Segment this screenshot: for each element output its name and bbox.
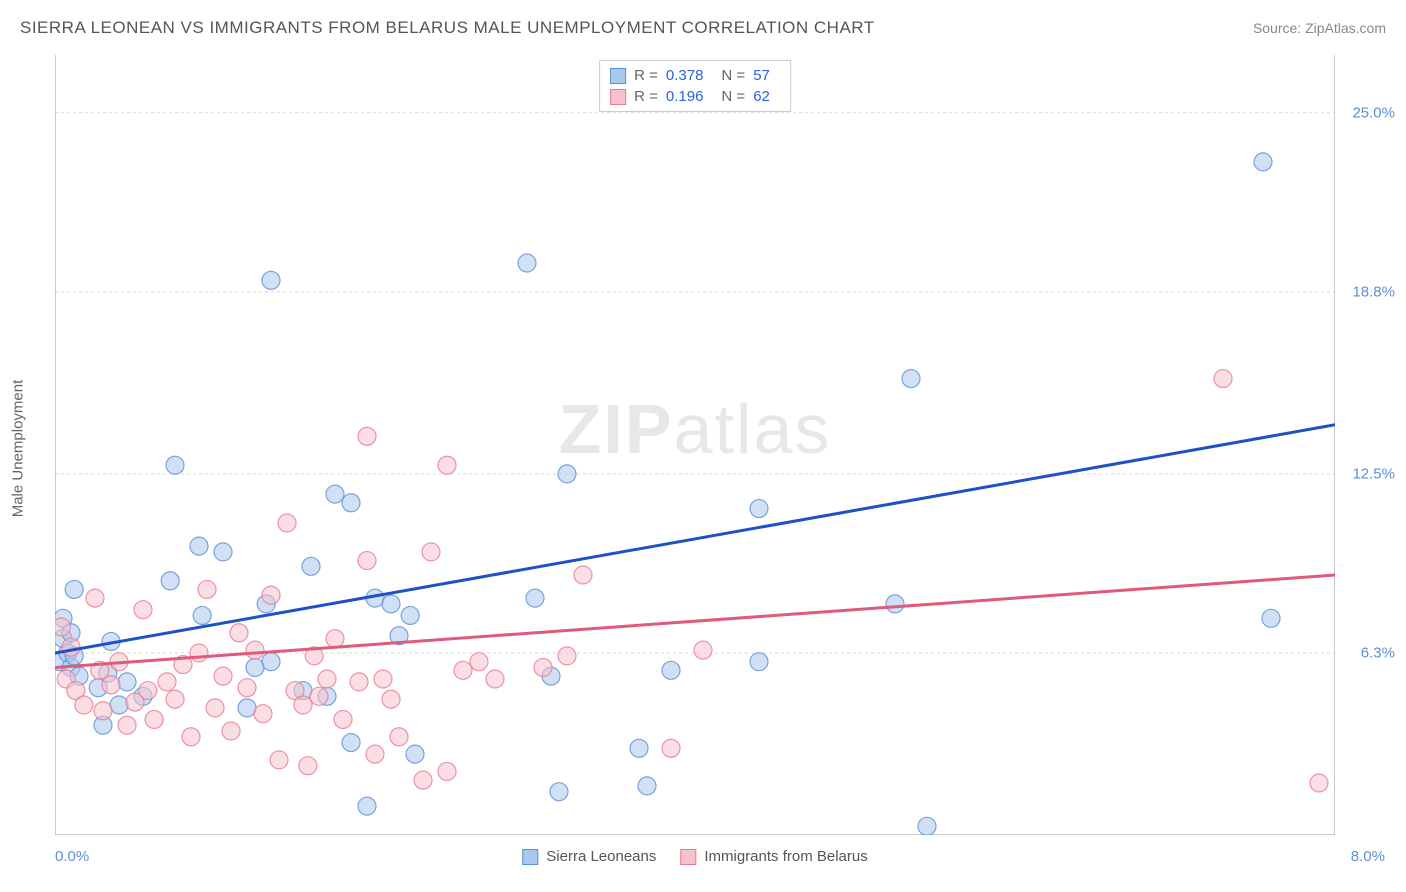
chart-title: SIERRA LEONEAN VS IMMIGRANTS FROM BELARU… [20,18,875,38]
n-value: 62 [753,88,770,105]
n-label: N = [721,67,745,84]
legend-swatch [610,89,626,105]
legend-swatch [680,849,696,865]
legend-item: Immigrants from Belarus [680,848,867,865]
legend-swatch [610,68,626,84]
legend-label: Sierra Leoneans [546,848,656,865]
correlation-row: R = 0.378 N = 57 [610,65,780,86]
legend-item: Sierra Leoneans [522,848,656,865]
series-legend: Sierra Leoneans Immigrants from Belarus [522,848,867,865]
y-tick-label: 25.0% [1352,104,1395,121]
y-tick-label: 18.8% [1352,283,1395,300]
r-value: 0.378 [666,67,704,84]
r-label: R = [634,88,658,105]
chart-source: Source: ZipAtlas.com [1253,20,1386,36]
n-label: N = [721,88,745,105]
scatter-plot-svg [55,55,1335,835]
correlation-legend: R = 0.378 N = 57 R = 0.196 N = 62 [599,60,791,112]
plot-container: ZIPatlas R =0.378N =57R =0.196N =62 6.3%… [55,55,1335,835]
legend-swatch [522,849,538,865]
x-corner-label: 8.0% [1351,848,1385,865]
correlation-row: R = 0.196 N = 62 [610,86,780,107]
legend-label: Immigrants from Belarus [704,848,867,865]
r-label: R = [634,67,658,84]
y-tick-label: 6.3% [1361,645,1395,662]
n-value: 57 [753,67,770,84]
y-tick-label: 12.5% [1352,465,1395,482]
x-corner-label: 0.0% [55,848,89,865]
y-axis-label: Male Unemployment [10,380,27,518]
r-value: 0.196 [666,88,704,105]
